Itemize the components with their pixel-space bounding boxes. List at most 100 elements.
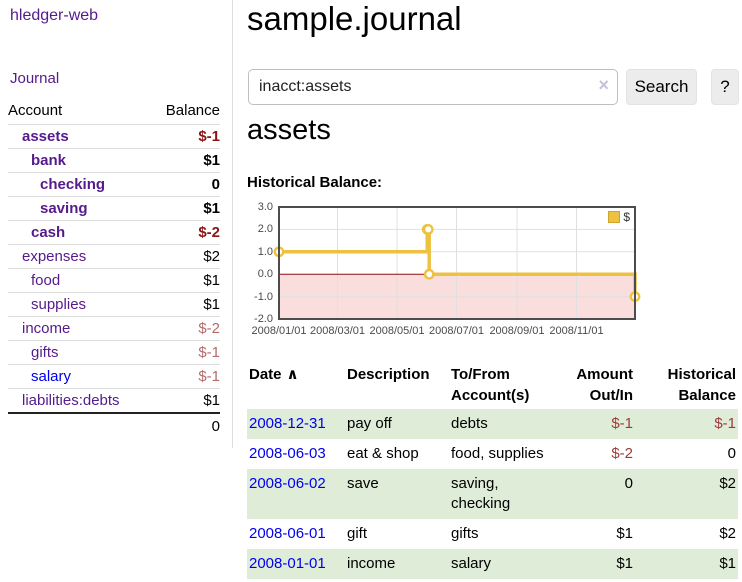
register-description: eat & shop — [347, 445, 419, 462]
sidebar-account-link[interactable]: saving — [40, 200, 88, 217]
sidebar-account-cell: saving — [8, 196, 151, 221]
register-accounts: saving, checking — [451, 475, 511, 512]
sidebar-account-cell: salary — [8, 364, 151, 389]
sidebar-account-balance: $-2 — [150, 316, 220, 341]
historical-balance-chart: 3.0 2.0 1.0 0.0 -1.0 -2.0 $ 2008/01/01 2008/03… — [245, 201, 641, 344]
register-date-link[interactable]: 2008-12-31 — [249, 415, 326, 432]
sidebar-account-link[interactable]: assets — [22, 128, 69, 145]
sidebar-account-link[interactable]: cash — [31, 224, 66, 241]
register-balance: 0 — [727, 445, 736, 462]
sidebar-account-link[interactable]: food — [31, 272, 61, 289]
register-description: pay off — [347, 415, 392, 432]
register-row: 2008-01-01 income salary $1 $1 — [247, 549, 738, 579]
search-bar: × Search ? — [248, 69, 739, 105]
legend-swatch — [608, 211, 621, 223]
sidebar-account-row: income $-2 — [8, 316, 220, 341]
sidebar-account-balance: $1 — [150, 388, 220, 413]
sidebar-account-row: checking 0 — [8, 172, 220, 197]
accounts-header-row: Account Balance — [8, 98, 220, 125]
chart-svg — [273, 206, 641, 320]
register-table: Date ∧ Description To/From Account(s) Amo… — [247, 361, 738, 579]
sidebar-account-link[interactable]: gifts — [31, 344, 59, 361]
register-date-cell: 2008-01-01 — [247, 549, 345, 579]
register-balance: $2 — [719, 525, 736, 542]
chart-x-tick-label: 2008/11/01 — [549, 325, 604, 337]
sidebar-account-link[interactable]: bank — [31, 152, 67, 169]
register-date-link[interactable]: 2008-06-01 — [249, 525, 326, 542]
sidebar-account-row: saving $1 — [8, 196, 220, 221]
chart-y-tick-label: 0.0 — [257, 268, 273, 281]
sidebar-account-balance: $1 — [150, 196, 220, 221]
sidebar-account-row: salary $-1 — [8, 364, 220, 389]
chart-title: Historical Balance: — [247, 174, 383, 191]
sort-asc-icon: ∧ — [286, 366, 299, 383]
sidebar-account-link[interactable]: income — [22, 320, 71, 337]
register-date-cell: 2008-12-31 — [247, 409, 345, 439]
register-amount: 0 — [624, 475, 633, 492]
sidebar-account-balance: $-1 — [150, 124, 220, 149]
chart-x-tick-label: 2008/09/01 — [489, 325, 545, 337]
sidebar-account-cell: liabilities:debts — [8, 388, 151, 413]
register-date-cell: 2008-06-01 — [247, 519, 345, 549]
help-button[interactable]: ? — [711, 69, 739, 105]
chart-y-tick-label: 3.0 — [257, 201, 273, 213]
sidebar-account-link[interactable]: expenses — [22, 248, 87, 265]
sidebar-account-balance: $1 — [150, 148, 220, 173]
brand-link[interactable]: hledger-web — [10, 7, 99, 24]
sidebar-account-balance: $2 — [150, 244, 220, 269]
register-col-balance: Historical Balance — [667, 366, 736, 404]
register-date-cell: 2008-06-03 — [247, 439, 345, 469]
register-date-link[interactable]: 2008-06-02 — [249, 475, 326, 492]
register-amount: $-2 — [611, 445, 633, 462]
sidebar-total-row: 0 — [8, 412, 220, 439]
register-accounts: debts — [451, 415, 488, 432]
accounts-col-account: Account — [8, 102, 63, 119]
register-date-link[interactable]: 2008-01-01 — [249, 555, 326, 572]
chart-plot-area: $ — [273, 205, 641, 321]
register-col-date[interactable]: Date ∧ — [247, 361, 345, 409]
sidebar-total-spacer — [8, 412, 151, 439]
chart-border — [278, 206, 636, 320]
search-button[interactable]: Search — [626, 69, 697, 105]
sidebar-account-balance: $1 — [150, 292, 220, 317]
sidebar-account-row: supplies $1 — [8, 292, 220, 317]
sidebar-account-row: expenses $2 — [8, 244, 220, 269]
sidebar-account-cell: cash — [8, 220, 151, 245]
clear-search-icon[interactable]: × — [598, 75, 609, 95]
accounts-table: Account Balance assets $-1 bank $1 checking 0… — [8, 98, 220, 439]
search-input[interactable] — [248, 69, 618, 105]
sidebar-account-link[interactable]: salary — [31, 368, 72, 385]
register-col-amount: Amount Out/In — [576, 366, 633, 404]
sidebar-account-cell: gifts — [8, 340, 151, 365]
register-balance: $-1 — [714, 415, 736, 432]
register-header-row: Date ∧ Description To/From Account(s) Amo… — [247, 361, 738, 409]
legend-label: $ — [623, 210, 630, 224]
sidebar-account-balance: $-1 — [150, 364, 220, 389]
account-heading: assets — [247, 114, 331, 146]
sidebar-account-cell: bank — [8, 148, 151, 173]
sidebar-account-row: bank $1 — [8, 148, 220, 173]
chart-y-tick-label: 1.0 — [257, 245, 273, 258]
register-date-cell: 2008-06-02 — [247, 469, 345, 519]
register-balance: $2 — [719, 475, 736, 492]
register-accounts: salary — [451, 555, 492, 572]
register-row: 2008-06-01 gift gifts $1 $2 — [247, 519, 738, 549]
sidebar-total-balance: 0 — [150, 412, 220, 439]
register-row: 2008-06-03 eat & shop food, supplies $-2 0 — [247, 439, 738, 469]
register-amount: $-1 — [611, 415, 633, 432]
sidebar-account-link[interactable]: checking — [40, 176, 106, 193]
chart-x-tick-label: 2008/05/01 — [369, 325, 425, 337]
sidebar-account-link[interactable]: supplies — [31, 296, 87, 313]
register-description: income — [347, 555, 396, 572]
sidebar-account-cell: food — [8, 268, 151, 293]
accounts-col-balance: Balance — [165, 102, 220, 119]
sidebar: hledger-web Journal Account Balance asse… — [0, 0, 233, 448]
register-col-date-label: Date — [249, 366, 282, 383]
nav-journal-link[interactable]: Journal — [10, 70, 60, 87]
sidebar-account-cell: assets — [8, 124, 151, 149]
sidebar-account-row: food $1 — [8, 268, 220, 293]
register-date-link[interactable]: 2008-06-03 — [249, 445, 326, 462]
sidebar-account-link[interactable]: liabilities:debts — [22, 392, 120, 409]
chart-x-tick-label: 2008/01/01 — [251, 325, 307, 337]
chart-y-tick-label: -1.0 — [254, 290, 273, 303]
